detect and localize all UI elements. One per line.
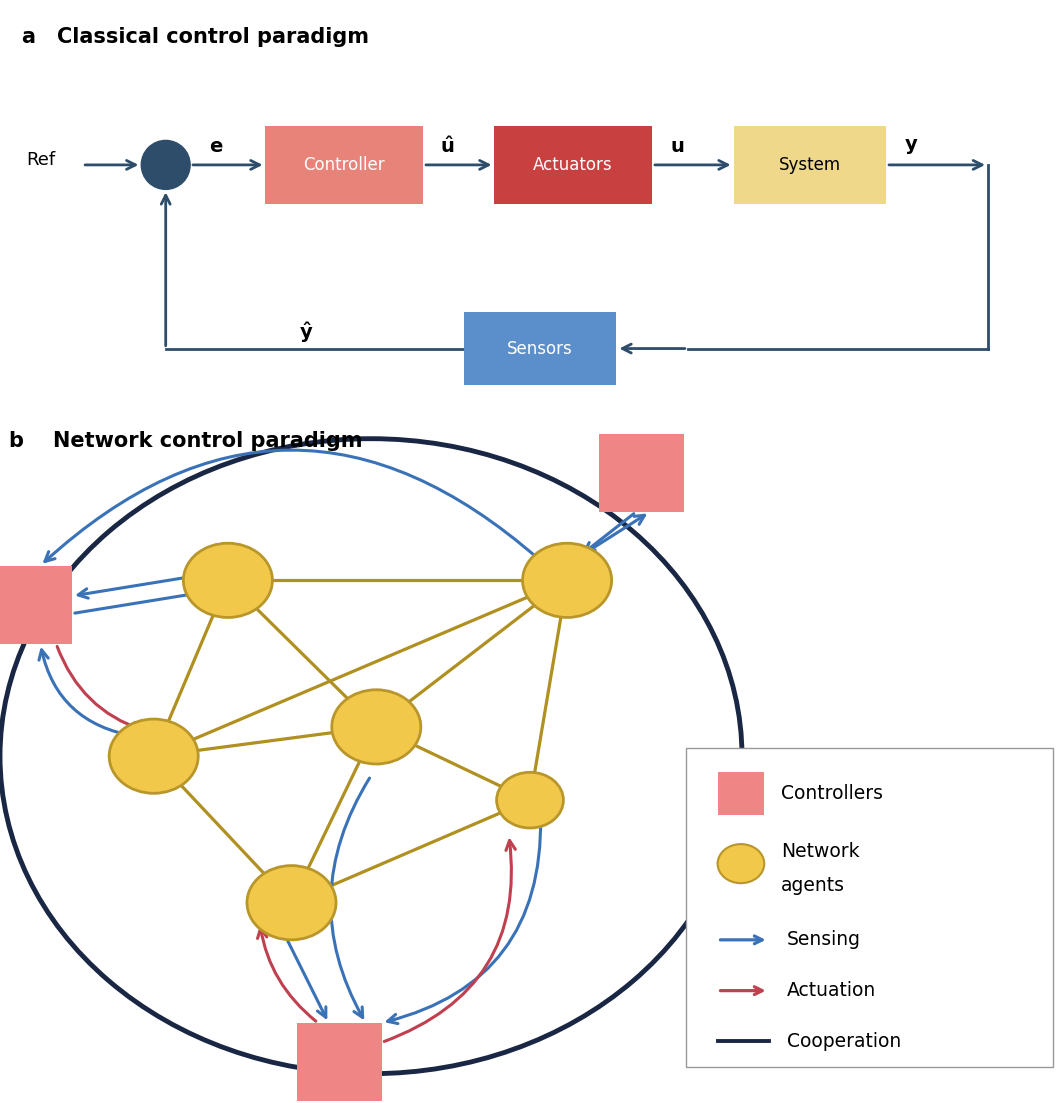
Text: a: a [21,28,35,47]
FancyBboxPatch shape [297,1022,382,1101]
Text: Network control paradigm: Network control paradigm [53,431,363,451]
Text: $\mathbf{\hat{y}}$: $\mathbf{\hat{y}}$ [299,320,314,345]
Text: Controllers: Controllers [781,784,883,803]
Text: b: b [8,431,23,451]
FancyBboxPatch shape [686,748,1053,1067]
Text: Actuators: Actuators [533,156,613,174]
FancyBboxPatch shape [718,772,764,815]
FancyBboxPatch shape [599,433,684,512]
Ellipse shape [332,689,421,764]
Text: Controller: Controller [303,156,385,174]
Text: $\mathbf{y}$: $\mathbf{y}$ [904,137,919,156]
Circle shape [141,140,190,190]
Ellipse shape [496,772,564,828]
Text: System: System [779,156,841,174]
FancyBboxPatch shape [464,312,617,385]
Text: Actuation: Actuation [787,982,876,1000]
Text: $\mathbf{e}$: $\mathbf{e}$ [210,137,224,156]
Text: Classical control paradigm: Classical control paradigm [57,28,369,47]
Ellipse shape [109,719,198,793]
FancyBboxPatch shape [0,566,72,644]
Text: agents: agents [781,876,845,895]
Text: Network: Network [781,843,860,861]
Ellipse shape [247,866,336,940]
Ellipse shape [523,543,612,618]
FancyBboxPatch shape [265,126,423,204]
FancyBboxPatch shape [494,126,652,204]
Text: Sensing: Sensing [787,930,861,950]
Text: Cooperation: Cooperation [787,1032,901,1051]
FancyBboxPatch shape [734,126,886,204]
Text: $\mathbf{u}$: $\mathbf{u}$ [670,137,685,156]
Text: Sensors: Sensors [508,340,573,357]
Text: $\mathbf{\hat{u}}$: $\mathbf{\hat{u}}$ [441,136,455,157]
Ellipse shape [183,543,272,618]
Text: Ref: Ref [26,151,55,169]
Ellipse shape [718,844,764,884]
